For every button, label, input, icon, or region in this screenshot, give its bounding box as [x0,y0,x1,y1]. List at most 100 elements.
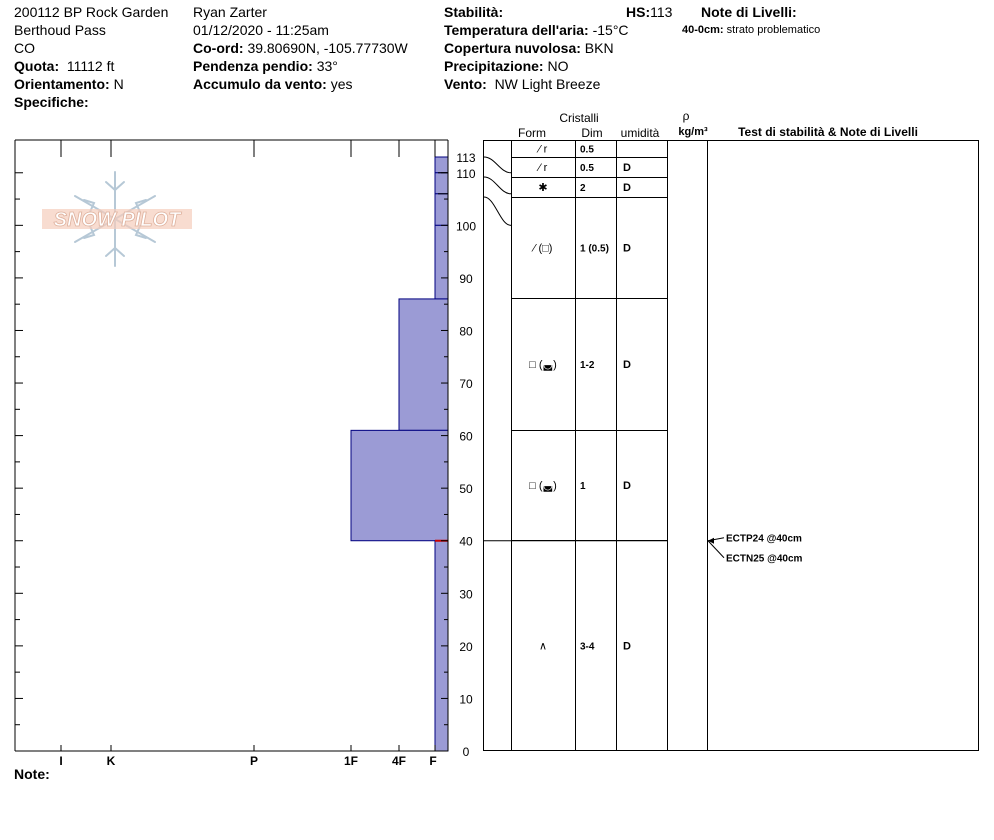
test-pointer [707,540,725,559]
snowpilot-logo: SNOW PILOT [42,171,192,267]
hardness-layer [434,156,449,174]
hardness-tick-label: F [429,754,436,768]
aspect: Orientamento: N [14,75,124,93]
aspect-label: Orientamento: [14,76,110,92]
crystal-size: 3-4 [580,642,595,653]
layer-note-depth: 40-0cm: [682,24,724,36]
layer-note: 40-0cm: strato problematico [682,24,820,36]
depth-tick-label: 100 [456,219,476,233]
layer-table [483,140,979,751]
depth-tick-label: 60 [459,430,473,444]
rho-header: ρ [683,109,690,123]
crystal-rows: ⁄ r 0.5 ⁄ r 0.5 D ✱ 2 D ⁄ (□) 1 (0.5) D □ (◛) 1-2 D □ … [483,144,667,653]
hs-label: HS: [626,4,651,20]
wind-value: NW Light Breeze [494,76,601,92]
depth-tick-label: 20 [459,640,473,654]
hardness-tick-label: P [250,754,258,768]
hardness-layer [350,429,449,542]
precipitation: Precipitazione: NO [444,57,568,75]
crystal-size: 2 [580,183,586,194]
wind-label: Vento: [444,76,487,92]
logo-band [42,209,192,229]
depth-tick-label: 50 [459,482,473,496]
snow-height: HS:113 [626,3,672,21]
hardness-layer [434,193,449,226]
layer-note-text: strato problematico [726,24,821,36]
observation-datetime: 01/12/2020 - 11:25am [193,22,329,38]
coord-label: Co-ord: [193,40,244,56]
tests-header: Test di stabilità & Note di Livelli [738,125,918,139]
hardness-tick-label: I [59,754,62,768]
wind-loading-label: Accumulo da vento: [193,76,327,92]
stability-test-label: ECTN25 @40cm [726,554,803,565]
elevation-label: Quota: [14,58,60,74]
test-arrow-icon [708,537,714,544]
crystal-form: ⁄ (□) [531,243,553,255]
depth-tick-label: 0 [463,745,470,759]
hardness-layers [350,156,449,752]
depth-tick-label: 40 [459,535,473,549]
stability-label: Stabilità: [444,4,504,20]
stability-test-label: ECTP24 @40cm [726,534,802,545]
size-header: Dim [581,126,602,140]
crystal-form: □ (◛) [529,480,557,492]
moisture-header: umidità [621,126,660,140]
logo-text: SNOW PILOT [54,209,182,231]
crystal-form: ⁄ r [536,162,548,174]
crystal-size: 1-2 [580,360,595,371]
hs-value: 113 [650,4,673,20]
coordinates: Co-ord: 39.80690N, -105.77730W [193,39,408,57]
elevation: Quota: 11112 ft [14,57,114,75]
crystals-header: Cristalli [559,111,598,125]
hardness-layer [398,298,449,431]
site-name: 200112 BP Rock Garden [14,4,169,20]
layer-moisture: D [623,359,631,371]
sky-cover: Copertura nuvolosa: BKN [444,39,614,57]
hardness-tick-label: 4F [392,754,406,768]
depth-tick-label: 70 [459,377,473,391]
precip-label: Precipitazione: [444,58,544,74]
slope-value: 33° [316,58,338,74]
depth-tick-label: 10 [459,692,473,706]
layer-moisture: D [623,162,631,174]
crystal-size: 0.5 [580,163,594,174]
wind-loading: Accumulo da vento: yes [193,75,352,93]
specifics: Specifiche: [14,93,89,111]
crystal-form: ∧ [539,641,547,653]
slope-label: Pendenza pendio: [193,58,313,74]
air-temperature: Temperatura dell'aria: -15°C [444,21,629,39]
hardness-ticks: I K P 1F 4F F [59,140,437,768]
area-name: Berthoud Pass [14,22,106,38]
stability: Stabilità: [444,3,503,21]
form-header: Form [518,126,546,140]
specifics-label: Specifiche: [14,94,89,110]
layer-notes-heading: Note di Livelli: [701,4,797,20]
wind: Vento: NW Light Breeze [444,75,600,93]
hardness-layer [434,172,449,195]
aspect-value: N [113,76,124,92]
wind-loading-value: yes [330,76,353,92]
elevation-value: 11112 ft [66,58,115,74]
crystal-size: 0.5 [580,145,594,156]
left-depth-ticks [15,172,23,752]
depth-tick-label: 80 [459,324,473,338]
sky-value: BKN [584,40,614,56]
layer-connector [483,176,512,195]
crystal-form: □ (◛) [529,359,557,371]
hardness-layer [434,224,449,300]
hardness-tick-label: K [107,754,116,768]
air-temp-label: Temperatura dell'aria: [444,22,589,38]
state-name: CO [14,40,35,56]
layer-connector [483,156,512,174]
depth-tick-label: 30 [459,587,473,601]
notes-label: Note: [14,766,50,782]
depth-tick-label: 110 [456,167,475,181]
layer-moisture: D [623,641,631,653]
density-header: kg/m³ [678,126,708,138]
precip-value: NO [547,58,569,74]
notes: Note: [14,765,50,783]
air-temp-value: -15°C [592,22,629,38]
layer-connector [483,196,512,226]
sky-label: Copertura nuvolosa: [444,40,581,56]
